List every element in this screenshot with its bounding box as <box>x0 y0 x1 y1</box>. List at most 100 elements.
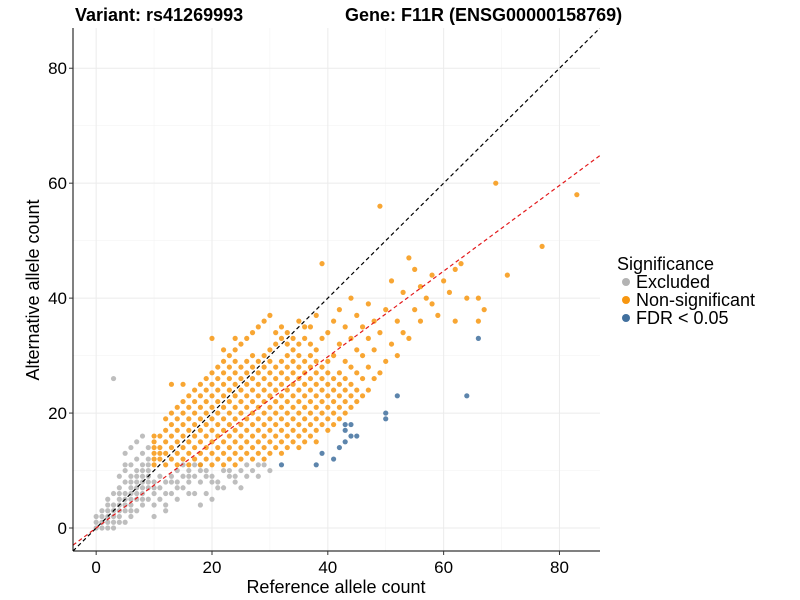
data-point <box>238 341 244 347</box>
data-point <box>209 393 215 399</box>
data-point <box>319 261 325 267</box>
data-point <box>134 496 140 502</box>
data-point <box>336 416 342 422</box>
data-point <box>441 278 447 284</box>
data-point <box>122 519 128 525</box>
data-point <box>331 387 337 393</box>
data-point <box>244 393 250 399</box>
data-point <box>255 381 261 387</box>
data-point <box>134 456 140 462</box>
data-point <box>145 467 151 474</box>
data-point <box>168 456 175 462</box>
data-point <box>319 364 325 370</box>
data-point <box>348 295 354 301</box>
y-tick-label: 60 <box>48 174 67 193</box>
data-point <box>273 444 279 451</box>
data-point <box>226 473 232 479</box>
data-point <box>128 508 134 514</box>
data-point <box>226 364 232 370</box>
data-point <box>278 450 285 456</box>
data-point <box>255 358 261 364</box>
data-point <box>273 330 279 336</box>
data-point <box>168 433 175 439</box>
data-point <box>261 433 267 439</box>
data-point <box>238 444 244 451</box>
data-point <box>134 479 140 485</box>
data-point <box>238 364 244 370</box>
data-point <box>110 490 117 497</box>
data-point <box>313 358 319 364</box>
data-point <box>105 525 111 531</box>
data-point <box>244 462 250 468</box>
data-point <box>116 513 122 520</box>
data-point <box>284 421 290 428</box>
chart-title-variant: Variant: rs41269993 <box>75 5 243 25</box>
data-point <box>278 462 285 468</box>
data-point <box>209 450 215 456</box>
data-point <box>388 341 395 347</box>
data-point <box>238 387 244 393</box>
data-point <box>220 427 227 433</box>
data-point <box>267 450 273 456</box>
data-point <box>145 462 151 468</box>
data-point <box>342 439 348 445</box>
data-point <box>232 439 238 445</box>
data-point <box>186 473 192 479</box>
data-point <box>232 393 238 399</box>
data-point <box>215 398 221 405</box>
data-point <box>296 421 302 428</box>
data-point <box>290 370 296 376</box>
x-axis-label: Reference allele count <box>246 577 425 597</box>
data-point <box>232 335 238 341</box>
data-point <box>377 203 383 209</box>
data-point <box>313 462 319 468</box>
data-point <box>307 375 314 382</box>
data-point <box>331 352 337 359</box>
data-point <box>232 358 238 364</box>
data-point <box>163 502 169 508</box>
data-point <box>493 180 499 186</box>
data-point <box>128 479 134 485</box>
data-point <box>110 375 117 382</box>
data-point <box>475 318 481 324</box>
data-point <box>215 456 221 462</box>
data-point <box>116 485 122 491</box>
data-point <box>163 479 169 485</box>
data-point <box>354 370 360 376</box>
data-point <box>128 473 134 479</box>
data-point <box>307 341 314 347</box>
data-point <box>249 375 256 382</box>
data-point <box>296 387 302 393</box>
data-point <box>249 421 256 428</box>
data-point <box>238 433 244 439</box>
data-point <box>273 433 279 439</box>
data-point <box>180 444 186 451</box>
data-point <box>99 513 105 520</box>
data-point <box>325 381 331 387</box>
data-point <box>134 490 140 497</box>
data-point <box>302 358 308 364</box>
data-point <box>209 416 215 422</box>
data-point <box>122 467 128 474</box>
data-point <box>186 404 192 410</box>
data-point <box>267 467 273 474</box>
data-point <box>255 324 261 330</box>
legend-swatch <box>622 296 630 304</box>
data-point <box>186 490 192 497</box>
data-point <box>249 387 256 393</box>
reference-line-fit <box>73 155 600 546</box>
data-point <box>163 416 169 422</box>
legend-label: Excluded <box>636 272 710 292</box>
data-point <box>307 410 314 416</box>
data-point <box>226 421 232 428</box>
data-point <box>331 410 337 416</box>
data-point <box>192 456 198 462</box>
data-point <box>209 370 215 376</box>
data-point <box>267 416 273 422</box>
data-point <box>284 387 290 393</box>
data-point <box>203 444 209 451</box>
data-point <box>267 370 273 376</box>
data-point <box>226 375 232 382</box>
data-point <box>139 485 146 491</box>
